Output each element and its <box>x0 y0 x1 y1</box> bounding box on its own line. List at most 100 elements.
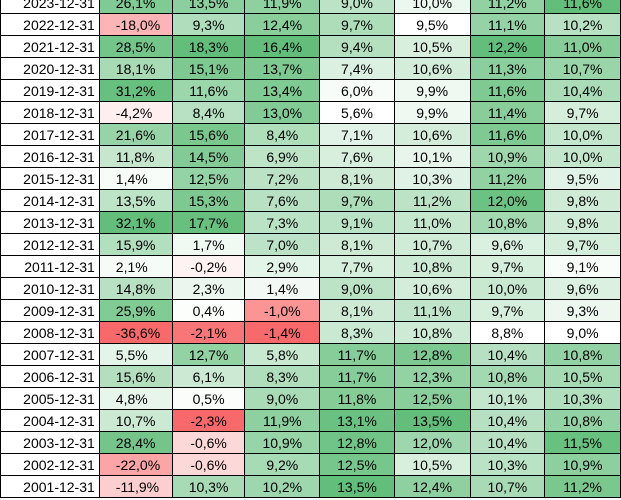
value-cell: 11,6% <box>469 79 546 102</box>
value-cell: 7,0% <box>244 233 321 256</box>
value-cell: 11,6% <box>469 123 546 146</box>
value-cell: 9,3% <box>544 299 621 322</box>
value-cell: 9,0% <box>319 277 395 300</box>
value-cell: 6,9% <box>244 145 321 168</box>
value-cell: 9,7% <box>544 233 621 256</box>
value-cell: -0,2% <box>171 255 246 278</box>
value-cell: 31,2% <box>98 79 173 102</box>
value-cell: 15,9% <box>98 233 173 256</box>
value-cell: 15,6% <box>98 365 173 388</box>
table-row: 2016-12-31 11,8% 14,5% 6,9% 7,6% 10,1% 10,9% 10… <box>0 145 621 168</box>
value-cell: 5,6% <box>319 101 395 124</box>
table-row: 2005-12-31 4,8% 0,5% 9,0% 11,8% 12,5% 10,1% 10,… <box>0 387 621 410</box>
value-cell: 14,5% <box>171 145 246 168</box>
value-cell: 13,0% <box>244 101 321 124</box>
value-cell: 4,8% <box>98 387 173 410</box>
date-cell: 2008-12-31 <box>0 321 100 344</box>
value-cell: 10,0% <box>393 0 471 14</box>
value-cell: -36,6% <box>98 321 173 344</box>
value-cell: 11,8% <box>319 387 395 410</box>
value-cell: 7,3% <box>244 211 321 234</box>
value-cell: 12,0% <box>393 431 471 454</box>
value-cell: 6,1% <box>171 365 246 388</box>
date-cell: 2015-12-31 <box>0 167 100 190</box>
table-row: 2011-12-31 2,1% -0,2% 2,9% 7,7% 10,8% 9,7% 9,1% <box>0 255 621 278</box>
value-cell: 11,2% <box>544 475 621 498</box>
value-cell: 10,4% <box>469 343 546 366</box>
value-cell: 10,0% <box>544 145 621 168</box>
value-cell: 8,8% <box>469 321 546 344</box>
value-cell: 13,7% <box>244 57 321 80</box>
value-cell: 7,2% <box>244 167 321 190</box>
date-cell: 2014-12-31 <box>0 189 100 212</box>
value-cell: 9,7% <box>469 255 546 278</box>
value-cell: 6,0% <box>319 79 395 102</box>
date-cell: 2009-12-31 <box>0 299 100 322</box>
value-cell: 12,8% <box>319 431 395 454</box>
value-cell: 10,7% <box>469 475 546 498</box>
value-cell: 13,4% <box>244 79 321 102</box>
date-cell: 2017-12-31 <box>0 123 100 146</box>
date-cell: 2022-12-31 <box>0 13 100 36</box>
value-cell: 9,7% <box>544 101 621 124</box>
value-cell: 10,8% <box>469 365 546 388</box>
value-cell: 10,4% <box>469 409 546 432</box>
date-cell: 2006-12-31 <box>0 365 100 388</box>
value-cell: 5,5% <box>98 343 173 366</box>
date-cell: 2019-12-31 <box>0 79 100 102</box>
value-cell: 0,5% <box>171 387 246 410</box>
value-cell: 11,7% <box>319 365 395 388</box>
value-cell: 9,7% <box>469 299 546 322</box>
value-cell: -1,4% <box>244 321 321 344</box>
value-cell: 15,3% <box>171 189 246 212</box>
value-cell: 10,3% <box>469 453 546 476</box>
date-cell: 2002-12-31 <box>0 453 100 476</box>
value-cell: 12,4% <box>244 13 321 36</box>
date-cell: 2013-12-31 <box>0 211 100 234</box>
value-cell: 8,4% <box>171 101 246 124</box>
value-cell: 9,3% <box>171 13 246 36</box>
value-cell: 11,1% <box>393 299 471 322</box>
value-cell: 10,1% <box>393 145 471 168</box>
value-cell: 15,1% <box>171 57 246 80</box>
value-cell: 9,7% <box>319 13 395 36</box>
value-cell: 10,3% <box>393 167 471 190</box>
value-cell: 28,5% <box>98 35 173 58</box>
table-row: 2009-12-31 25,9% 0,4% -1,0% 8,1% 11,1% 9,7% 9,3… <box>0 299 621 322</box>
table-row: 2006-12-31 15,6% 6,1% 8,3% 11,7% 12,3% 10,8% 10… <box>0 365 621 388</box>
value-cell: 0,4% <box>171 299 246 322</box>
value-cell: 9,2% <box>244 453 321 476</box>
date-cell: 2007-12-31 <box>0 343 100 366</box>
value-cell: 2,3% <box>171 277 246 300</box>
value-cell: 8,1% <box>319 167 395 190</box>
value-cell: 9,1% <box>319 211 395 234</box>
date-cell: 2003-12-31 <box>0 431 100 454</box>
value-cell: 13,1% <box>319 409 395 432</box>
value-cell: 11,6% <box>544 0 621 14</box>
table-row: 2007-12-31 5,5% 12,7% 5,8% 11,7% 12,8% 10,4% 10… <box>0 343 621 366</box>
value-cell: 10,6% <box>393 57 471 80</box>
value-cell: 7,6% <box>244 189 321 212</box>
value-cell: -2,3% <box>171 409 246 432</box>
value-cell: -4,2% <box>98 101 173 124</box>
value-cell: 8,1% <box>319 299 395 322</box>
table-row: 2020-12-31 18,1% 15,1% 13,7% 7,4% 10,6% 11,3% 1… <box>0 57 621 80</box>
value-cell: 10,3% <box>544 387 621 410</box>
value-cell: 10,9% <box>544 453 621 476</box>
value-cell: 10,5% <box>393 453 471 476</box>
value-cell: 11,1% <box>469 13 546 36</box>
table-row: 2008-12-31 -36,6% -2,1% -1,4% 8,3% 10,8% 8,8% 9… <box>0 321 621 344</box>
value-cell: 25,9% <box>98 299 173 322</box>
value-cell: 1,7% <box>171 233 246 256</box>
value-cell: 17,7% <box>171 211 246 234</box>
value-cell: 21,6% <box>98 123 173 146</box>
value-cell: 7,1% <box>319 123 395 146</box>
value-cell: 8,1% <box>319 233 395 256</box>
table-row: 2012-12-31 15,9% 1,7% 7,0% 8,1% 10,7% 9,6% 9,7% <box>0 233 621 256</box>
value-cell: 10,8% <box>544 343 621 366</box>
value-cell: 9,1% <box>544 255 621 278</box>
value-cell: 12,7% <box>171 343 246 366</box>
value-cell: 11,2% <box>393 189 471 212</box>
value-cell: 5,8% <box>244 343 321 366</box>
table-row: 2015-12-31 1,4% 12,5% 7,2% 8,1% 10,3% 11,2% 9,5… <box>0 167 621 190</box>
